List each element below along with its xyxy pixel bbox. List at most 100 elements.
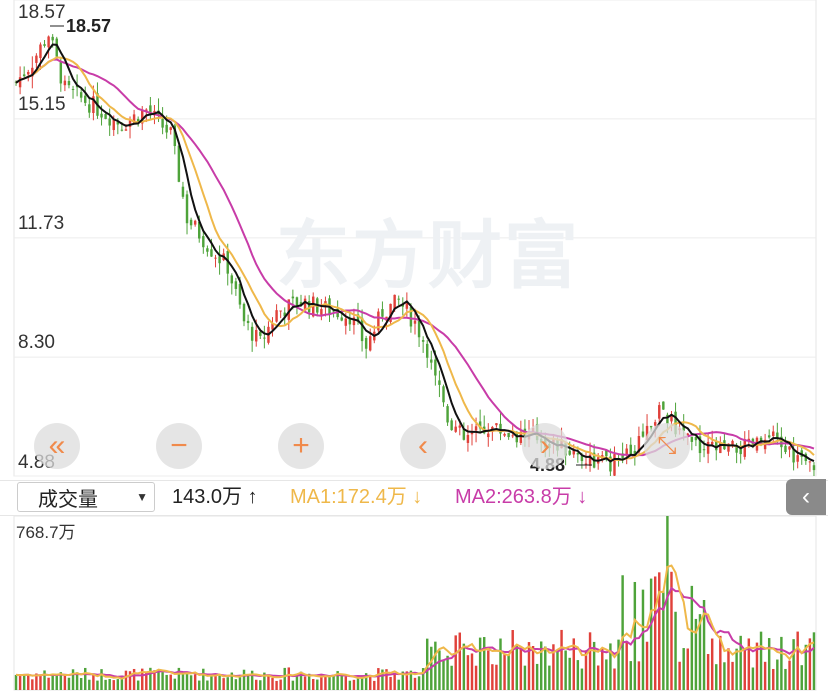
candle-body xyxy=(55,38,58,57)
candle-body xyxy=(438,380,441,385)
volume-bar xyxy=(552,644,555,690)
candle-body xyxy=(702,449,706,451)
volume-bar xyxy=(519,648,523,690)
expand-button[interactable]: ⤡ xyxy=(644,423,690,469)
volume-bar xyxy=(344,676,348,690)
candle-body xyxy=(202,236,205,248)
volume-bar xyxy=(55,674,58,690)
volume-bar xyxy=(613,668,616,690)
candle-body xyxy=(47,36,50,48)
volume-bar xyxy=(788,660,791,690)
collapse-toggle[interactable]: ‹ xyxy=(786,479,826,515)
indicator-select[interactable]: 成交量 ▼ xyxy=(17,482,155,512)
volume-bar xyxy=(409,670,413,690)
step-left-button[interactable]: ‹ xyxy=(400,423,446,469)
volume-bar xyxy=(161,672,164,690)
candle-body xyxy=(299,302,303,306)
candle-body xyxy=(580,455,584,462)
candle-body xyxy=(784,445,787,453)
volume-bar xyxy=(772,668,775,690)
candle-body xyxy=(340,317,343,321)
candle-body xyxy=(71,89,75,91)
volume-bar xyxy=(405,671,409,690)
candle-body xyxy=(307,301,311,313)
volume-bar xyxy=(592,641,596,690)
volume-bar xyxy=(283,667,286,690)
high-label: 18.57 xyxy=(66,16,112,36)
candle-body xyxy=(792,448,795,463)
volume-bar xyxy=(495,664,498,690)
volume-bar xyxy=(149,667,152,690)
candle-body xyxy=(666,414,669,424)
volume-bar xyxy=(702,600,706,690)
candle-body xyxy=(719,442,722,454)
candle-body xyxy=(368,336,372,351)
volume-bar xyxy=(210,673,213,690)
volume-bar xyxy=(747,638,751,690)
step-right-button[interactable]: › xyxy=(522,423,568,469)
volume-bar xyxy=(759,631,763,690)
volume-bar xyxy=(255,679,258,690)
volume-bar xyxy=(482,637,486,690)
volume-bar xyxy=(234,679,238,690)
volume-bar xyxy=(242,669,246,690)
volume-bar xyxy=(719,635,722,690)
legend-ma2: MA2:263.8万 ↓ xyxy=(455,486,588,508)
indicator-select-label: 成交量 xyxy=(38,488,98,511)
candle-body xyxy=(124,129,128,131)
candle-body xyxy=(605,450,608,457)
volume-bar xyxy=(320,673,323,690)
candle-body xyxy=(767,435,771,438)
candle-body xyxy=(108,118,111,126)
volume-bar xyxy=(417,676,421,690)
volume-bar xyxy=(731,661,734,690)
volume-bar xyxy=(466,655,470,690)
candle-body xyxy=(462,428,466,440)
volume-bar xyxy=(572,638,575,690)
volume-bar xyxy=(63,674,67,690)
price-tick-middle: 11.73 xyxy=(16,213,67,235)
volume-bar xyxy=(808,638,812,690)
legend-volume: 143.0万 ↑ xyxy=(172,486,258,508)
arrow-down-icon: ↓ xyxy=(577,486,588,508)
candle-body xyxy=(352,317,356,326)
volume-bar xyxy=(641,589,645,690)
volume-bar xyxy=(22,674,26,690)
candle-body xyxy=(735,445,738,453)
candle-body xyxy=(193,220,197,225)
volume-bar xyxy=(678,661,681,690)
volume-bar xyxy=(454,635,457,690)
candle-body xyxy=(173,125,177,147)
volume-chart[interactable] xyxy=(0,514,828,692)
price-tick-upper: 15.15 xyxy=(16,94,68,116)
zoom-out-button[interactable]: − xyxy=(156,423,202,469)
volume-bar xyxy=(230,672,234,690)
candle-body xyxy=(255,329,258,342)
candle-body xyxy=(739,448,742,455)
candle-body xyxy=(430,359,433,363)
volume-bar xyxy=(686,648,689,690)
candle-body xyxy=(189,219,193,226)
volume-bar xyxy=(535,663,539,690)
volume-bar xyxy=(67,677,71,690)
zoom-in-button[interactable]: + xyxy=(278,423,324,469)
candle-body xyxy=(295,297,299,307)
volume-bar xyxy=(84,667,87,690)
volume-bar xyxy=(425,638,429,690)
candle-body xyxy=(79,92,83,98)
volume-bar xyxy=(198,680,201,690)
candle-body xyxy=(499,423,502,434)
volume-bar xyxy=(548,665,551,690)
volume-bar xyxy=(617,639,620,690)
volume-bar xyxy=(165,674,168,690)
candle-body xyxy=(263,337,266,339)
volume-bar xyxy=(446,655,449,690)
candle-body xyxy=(812,465,816,471)
volume-bar xyxy=(218,675,221,690)
page-left-button[interactable]: « xyxy=(34,423,80,469)
candle-body xyxy=(772,431,775,437)
candle-body xyxy=(250,326,254,341)
candle-body xyxy=(230,275,234,284)
candle-body xyxy=(421,340,425,342)
volume-bar xyxy=(14,674,18,690)
